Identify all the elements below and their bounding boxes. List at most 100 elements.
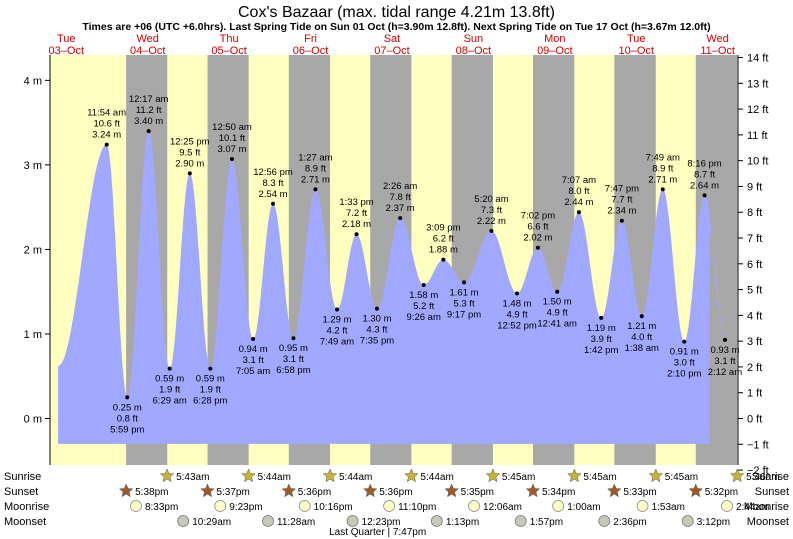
y-left-tick-label: 2 m	[24, 244, 42, 256]
day-date: 08–Oct	[456, 45, 491, 57]
tide-point	[208, 366, 213, 371]
sunrise-star-icon	[567, 468, 582, 483]
tide-m-label: 2.71 m	[301, 174, 330, 185]
tide-ft-label: 1.9 ft	[200, 385, 221, 396]
sunrise-star-icon	[159, 468, 175, 483]
tide-m-label: 2.22 m	[477, 216, 506, 227]
moonrise-icon	[636, 500, 649, 512]
tide-ft-label: 7.2 ft	[346, 208, 367, 219]
tide-time-label: 7:07 am	[562, 175, 596, 186]
tide-time-label: 1:38 am	[625, 343, 659, 354]
tide-time-label: 7:35 pm	[360, 336, 394, 347]
tide-point	[187, 171, 192, 176]
tide-ft-label: 4.9 ft	[506, 309, 527, 320]
moonrise-icon	[214, 500, 227, 512]
tide-ft-label: 6.2 ft	[433, 234, 454, 245]
tide-time-label: 11:54 am	[87, 108, 126, 119]
row-label-right: Sunrise	[752, 471, 789, 483]
y-right-tick-label: −2 ft	[747, 465, 769, 477]
y-right-tick-label: 3 ft	[747, 336, 762, 348]
sunset-time: 5:38pm	[135, 487, 168, 498]
tide-m-label: 3.07 m	[217, 144, 246, 155]
tide-ft-label: 8.9 ft	[305, 163, 326, 174]
tide-m-label: 0.25 m	[113, 402, 142, 413]
moonset-time: 1:57pm	[530, 517, 563, 528]
tide-point	[682, 339, 687, 344]
tide-m-label: 1.61 m	[449, 287, 478, 298]
tide-point	[374, 306, 379, 311]
tide-area	[58, 131, 726, 444]
tide-m-label: 0.93 m	[710, 345, 739, 356]
tide-point	[167, 366, 172, 371]
tide-m-label: 1.19 m	[587, 323, 616, 334]
tide-point	[104, 142, 109, 147]
y-right-tick-label: 14 ft	[747, 53, 768, 65]
tide-ft-label: 4.0 ft	[631, 332, 652, 343]
tide-ft-label: 8.7 ft	[694, 169, 715, 180]
tide-m-label: 0.95 m	[279, 343, 308, 354]
y-left-tick-label: 0 m	[24, 414, 42, 426]
tide-point	[335, 307, 340, 312]
tide-point	[421, 282, 426, 287]
tide-point	[251, 337, 256, 342]
moonset-time: 12:23pm	[362, 517, 401, 528]
sunrise-star-icon	[322, 468, 338, 483]
axes: 0 m 1 m 2 m 3 m 4 m −2 ft −1 ft 0 ft 1 ft 2 ft 3 f…	[24, 53, 769, 478]
day-weekday: Tue	[627, 33, 646, 45]
y-right-tick-label: 0 ft	[747, 414, 762, 426]
moonrise-time: 9:23pm	[229, 502, 262, 513]
tide-point	[639, 314, 644, 319]
day-date: 11–Oct	[700, 45, 735, 57]
tide-point	[146, 129, 151, 134]
moonset-time: 10:29am	[192, 517, 231, 528]
y-right-tick-label: 8 ft	[747, 207, 762, 219]
tide-ft-label: 8.3 ft	[262, 178, 283, 189]
moonset-icon	[598, 515, 611, 527]
tide-point	[535, 245, 540, 250]
tide-ft-label: 7.8 ft	[390, 192, 411, 203]
tide-ft-label: 10.1 ft	[219, 133, 246, 144]
sunset-time: 5:32pm	[705, 487, 738, 498]
sunset-star-icon	[362, 483, 378, 498]
tide-time-label: 1:33 pm	[339, 197, 373, 208]
tide-point	[462, 280, 467, 285]
day-date: 05–Oct	[211, 45, 246, 57]
chart-title: Cox's Bazaar (max. tidal range 4.21m 13.…	[238, 4, 555, 21]
day-weekday: Thu	[220, 33, 239, 45]
moonrise-icon	[383, 500, 396, 512]
y-right-tick-label: −1 ft	[747, 439, 769, 451]
sunset-star-icon	[688, 483, 704, 498]
tide-point	[489, 228, 494, 233]
moonset-icon	[177, 515, 190, 527]
moonset-icon	[514, 515, 527, 527]
tide-time-label: 7:47 pm	[605, 184, 639, 195]
tide-ft-label: 4.9 ft	[547, 308, 568, 319]
sunset-time: 5:34pm	[542, 487, 575, 498]
day-weekday: Fri	[304, 33, 317, 45]
sunset-star-icon	[281, 483, 297, 498]
sunrise-time: 5:44am	[420, 472, 453, 483]
tide-time-label: 6:29 am	[153, 396, 187, 407]
tide-time-label: 5:59 pm	[110, 424, 144, 435]
day-weekday: Tue	[57, 33, 76, 45]
tide-ft-label: 7.7 ft	[611, 195, 632, 206]
tide-m-label: 2.37 m	[386, 203, 415, 214]
moonset-icon	[346, 515, 359, 527]
tide-ft-label: 9.5 ft	[179, 147, 200, 158]
day-header: Tue03–OctWed04–OctThu05–OctFri06–OctSat0…	[49, 33, 735, 57]
day-date: 04–Oct	[130, 45, 165, 57]
sunrise-time: 5:43am	[176, 472, 209, 483]
sunrise-star-icon	[648, 468, 664, 483]
y-left-tick-label: 4 m	[24, 75, 42, 87]
row-label-left: Sunset	[4, 486, 38, 498]
y-right-tick-label: 11 ft	[747, 130, 768, 142]
tide-point	[660, 187, 665, 192]
y-right-tick-label: 2 ft	[747, 362, 762, 374]
tide-time-label: 9:17 pm	[447, 309, 481, 320]
day-date: 10–Oct	[618, 45, 653, 57]
tide-point	[229, 156, 234, 161]
tide-time-label: 7:02 pm	[521, 211, 555, 222]
tide-m-label: 3.40 m	[134, 116, 163, 127]
tide-point	[354, 232, 359, 237]
